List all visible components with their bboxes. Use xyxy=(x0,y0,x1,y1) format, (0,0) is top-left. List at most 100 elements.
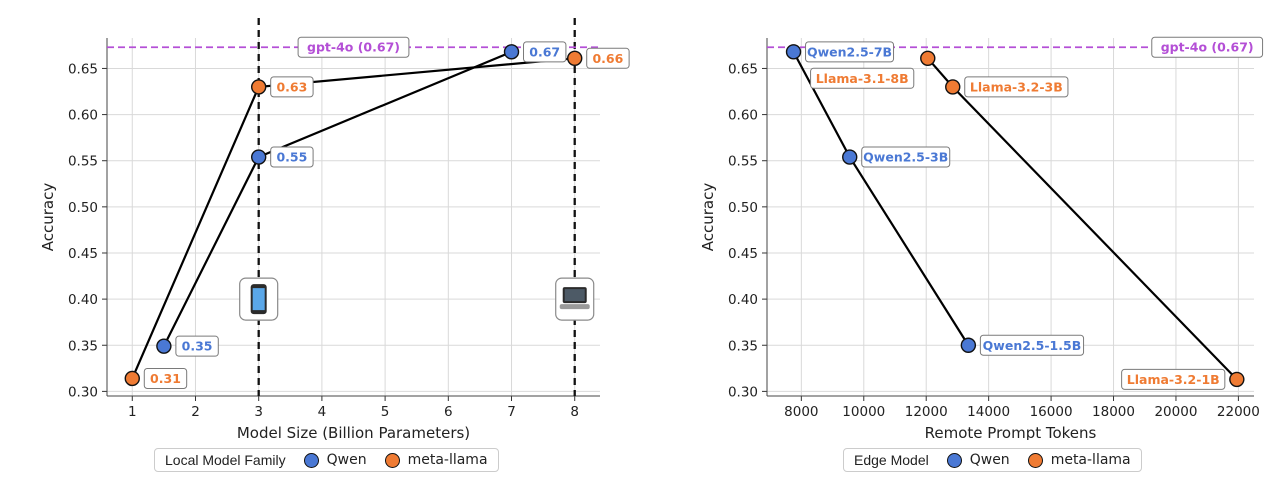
data-point-qwen xyxy=(842,149,858,165)
data-label-qwen-box xyxy=(523,41,567,63)
data-label-meta-llama: Llama-3.2-3B xyxy=(970,79,1063,94)
x-tick-label: 22000 xyxy=(1217,404,1260,420)
data-point-meta-llama xyxy=(945,79,961,95)
x-tick-label: 14000 xyxy=(967,404,1010,420)
data-point-qwen xyxy=(250,149,267,165)
y-tick-label: 0.40 xyxy=(728,292,758,308)
series-line-qwen xyxy=(792,51,970,346)
legend-entry-meta-llama: meta-llama xyxy=(1027,452,1131,468)
data-point-meta-llama xyxy=(920,50,936,66)
y-tick-label: 0.60 xyxy=(68,108,98,124)
legend-entry-qwen: Qwen xyxy=(303,452,367,468)
y-tick-label: 0.65 xyxy=(728,61,758,77)
x-tick-label: 18000 xyxy=(1092,404,1135,420)
data-label-meta-llama-box xyxy=(143,367,188,389)
x-tick-label: 1 xyxy=(128,404,137,420)
legend-entry-meta-llama: meta-llama xyxy=(384,452,488,468)
series-line-qwen xyxy=(162,50,512,347)
model-size-accuracy-chart: 1 2 3 4 5 6 7 8 0.30 0.35 0.40 0.45 0.50 0.55 0.60 0.65… xyxy=(39,18,630,440)
legend-label-meta-llama: meta-llama xyxy=(407,452,488,468)
data-label-meta-llama: Llama-3.2-1B xyxy=(1127,372,1220,387)
y-tick-label: 0.60 xyxy=(728,108,758,124)
data-label-qwen-box xyxy=(805,41,895,63)
data-label-qwen: Qwen2.5-3B xyxy=(863,150,948,165)
x-axis-label: Remote Prompt Tokens xyxy=(925,424,1097,440)
x-tick-label: 16000 xyxy=(1030,404,1073,420)
data-label-meta-llama-box xyxy=(964,76,1069,98)
legend-label-qwen: Qwen xyxy=(326,452,367,468)
data-point-qwen xyxy=(503,44,520,60)
data-point-meta-llama xyxy=(250,79,267,95)
legend-label-meta-llama: meta-llama xyxy=(1050,452,1131,468)
legend-label-qwen: Qwen xyxy=(969,452,1010,468)
x-tick-label: 7 xyxy=(507,404,516,420)
legend-right: Edge Model Qwen meta-llama xyxy=(843,448,1142,472)
legend-marker-qwen xyxy=(946,452,962,468)
x-tick-label: 2 xyxy=(191,404,200,420)
data-label-meta-llama: 0.31 xyxy=(150,371,181,386)
legend-marker-qwen xyxy=(303,452,319,468)
legend-title: Local Model Family xyxy=(165,452,286,468)
data-point-meta-llama xyxy=(567,50,583,66)
series-line-meta-llama xyxy=(131,57,575,379)
y-tick-label: 0.45 xyxy=(68,246,98,262)
x-tick-label: 20000 xyxy=(1154,404,1197,420)
laptop-screen xyxy=(564,289,585,302)
data-label-qwen: Qwen2.5-1.5B xyxy=(983,338,1082,353)
y-axis-label: Accuracy xyxy=(699,183,717,252)
reference-label: gpt-4o (0.67) xyxy=(307,40,400,55)
legend-title: Edge Model xyxy=(854,452,929,468)
data-label-qwen: Qwen2.5-7B xyxy=(807,44,892,59)
data-label-meta-llama-box xyxy=(1121,368,1226,390)
data-point-meta-llama xyxy=(124,370,140,387)
data-label-meta-llama-box xyxy=(586,47,630,69)
y-tick-label: 0.50 xyxy=(68,200,98,216)
y-tick-label: 0.40 xyxy=(68,292,98,308)
x-tick-label: 5 xyxy=(381,404,390,420)
legend-marker-meta-llama xyxy=(1027,452,1043,468)
x-tick-label: 12000 xyxy=(905,404,948,420)
x-tick-label: 4 xyxy=(318,404,327,420)
data-point-qwen xyxy=(960,337,977,353)
data-label-qwen-box xyxy=(270,146,314,168)
laptop-base xyxy=(559,304,590,310)
x-tick-label: 10000 xyxy=(842,404,885,420)
data-label-meta-llama: 0.63 xyxy=(276,79,307,94)
x-tick-label: 6 xyxy=(444,404,453,420)
y-tick-label: 0.65 xyxy=(68,61,98,77)
x-tick-label: 8 xyxy=(570,404,579,420)
phone-screen xyxy=(252,288,265,311)
y-tick-label: 0.35 xyxy=(728,338,758,354)
x-axis-label: Model Size (Billion Parameters) xyxy=(237,424,470,440)
data-label-qwen-box xyxy=(979,334,1085,356)
data-point-meta-llama xyxy=(1229,371,1245,388)
x-tick-label: 3 xyxy=(254,404,263,420)
data-label-qwen: 0.55 xyxy=(276,150,307,165)
prompt-tokens-accuracy-chart: 8000 10000 12000 14000 16000 18000 20000 22000 0… xyxy=(699,36,1264,440)
data-point-qwen xyxy=(156,338,172,354)
data-label-qwen: 0.67 xyxy=(529,44,560,59)
data-label-meta-llama: 0.66 xyxy=(592,51,623,66)
y-tick-label: 0.30 xyxy=(68,384,98,400)
y-tick-label: 0.50 xyxy=(728,200,758,216)
data-label-meta-llama-box xyxy=(270,76,314,98)
reference-label-box xyxy=(1151,36,1264,58)
y-axis-label: Accuracy xyxy=(39,183,57,252)
reference-label: gpt-4o (0.67) xyxy=(1161,40,1254,55)
data-label-meta-llama: Llama-3.1-8B xyxy=(816,71,909,86)
y-tick-label: 0.55 xyxy=(728,154,758,170)
legend-left: Local Model Family Qwen meta-llama xyxy=(154,448,499,472)
x-tick-label: 8000 xyxy=(784,404,818,420)
data-label-qwen: 0.35 xyxy=(182,339,213,354)
y-tick-label: 0.30 xyxy=(728,384,758,400)
data-point-qwen xyxy=(785,44,802,60)
data-label-qwen-box xyxy=(175,335,219,357)
legend-entry-qwen: Qwen xyxy=(946,452,1010,468)
legend-marker-meta-llama xyxy=(384,452,400,468)
data-label-qwen-box xyxy=(861,146,951,168)
data-label-meta-llama-box xyxy=(810,67,915,89)
y-tick-label: 0.35 xyxy=(68,338,98,354)
y-tick-label: 0.45 xyxy=(728,246,758,262)
reference-label-box xyxy=(297,36,410,58)
y-tick-label: 0.55 xyxy=(68,154,98,170)
